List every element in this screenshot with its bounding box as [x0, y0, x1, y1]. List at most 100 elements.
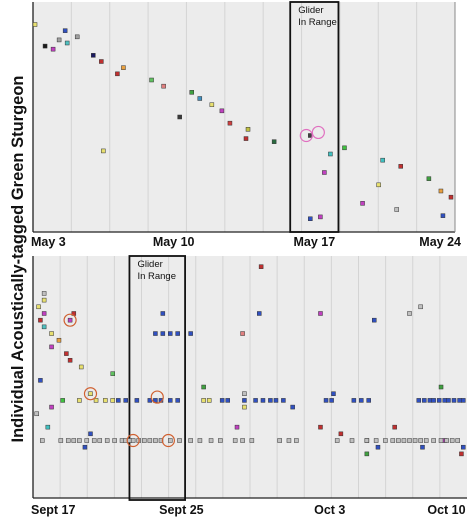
detection-point — [243, 136, 249, 141]
detection-point — [104, 438, 110, 443]
x-tick-label: Sept 25 — [159, 503, 204, 517]
detection-point — [461, 398, 466, 403]
detection-point — [50, 46, 56, 52]
highlight-circle — [161, 433, 175, 448]
detection-point — [322, 170, 327, 175]
detection-point — [41, 297, 47, 303]
detection-point — [93, 398, 99, 403]
detection-point — [41, 324, 47, 330]
detection-point — [418, 438, 423, 443]
detection-point — [188, 331, 193, 336]
detection-point — [201, 398, 206, 403]
detection-point — [110, 398, 116, 403]
detection-point — [440, 213, 446, 218]
detection-point — [64, 40, 70, 46]
detection-point — [201, 384, 206, 390]
detection-point — [177, 114, 182, 120]
detection-point — [67, 317, 73, 323]
detection-point — [457, 398, 462, 403]
detection-point — [56, 37, 62, 43]
detection-point — [240, 438, 245, 443]
detection-point — [88, 431, 93, 437]
detection-point — [338, 431, 344, 437]
x-tick-label: May 24 — [419, 235, 461, 249]
detection-point — [49, 404, 54, 410]
detection-point — [142, 438, 147, 443]
detection-point — [97, 438, 103, 443]
detection-point — [60, 398, 65, 403]
detection-point — [227, 120, 233, 126]
detection-point — [67, 358, 73, 363]
glider-label-line1: Glider — [137, 259, 162, 270]
detection-point — [442, 398, 447, 403]
detection-point — [62, 28, 68, 33]
detection-point — [394, 207, 399, 212]
detection-point — [286, 438, 292, 443]
detection-point — [407, 311, 412, 316]
detection-point — [426, 176, 432, 181]
detection-point — [115, 71, 120, 77]
detection-point — [242, 391, 247, 396]
detection-point — [412, 438, 418, 443]
detection-point — [58, 438, 64, 443]
detection-point — [112, 438, 117, 443]
detection-point — [258, 264, 264, 269]
detection-point — [160, 331, 166, 336]
detection-point — [446, 398, 451, 403]
detection-point — [34, 411, 39, 417]
glider-label-line2: In Range — [137, 271, 176, 282]
detection-point — [56, 337, 62, 343]
detection-point — [459, 451, 464, 457]
detection-point — [82, 444, 88, 450]
detection-point — [416, 398, 422, 403]
detection-point — [318, 424, 323, 430]
detection-point — [455, 438, 460, 443]
x-tick-label: Sept 17 — [31, 503, 76, 517]
detection-point — [364, 438, 370, 443]
detection-point — [77, 398, 82, 403]
detection-point — [119, 438, 125, 443]
detection-point — [444, 438, 449, 443]
detection-point — [40, 438, 45, 443]
detection-point — [372, 317, 377, 323]
detection-point — [36, 304, 41, 310]
detection-point — [167, 331, 173, 336]
glider-label-line2: In Range — [298, 17, 337, 28]
detection-point — [91, 53, 96, 58]
detection-point — [206, 398, 212, 403]
detection-point — [245, 127, 251, 132]
detection-point — [318, 214, 323, 220]
detection-point — [232, 438, 238, 443]
detection-point — [260, 398, 266, 403]
detection-point — [153, 331, 158, 336]
detection-point — [71, 438, 77, 443]
detection-point — [351, 398, 357, 403]
detection-point — [167, 438, 173, 443]
detection-point — [175, 398, 180, 403]
detection-point — [396, 438, 401, 443]
glider-range-box — [289, 1, 340, 233]
detection-point — [364, 451, 370, 457]
detection-point — [448, 194, 454, 200]
detection-point — [189, 90, 195, 95]
detection-point — [449, 438, 455, 443]
detection-point — [323, 398, 329, 403]
detection-point — [160, 311, 166, 316]
highlight-circle — [311, 125, 325, 140]
detection-point — [110, 371, 116, 376]
detection-point — [271, 139, 277, 144]
detection-point — [331, 391, 336, 396]
detection-point — [290, 404, 295, 410]
x-tick-label: May 17 — [293, 235, 335, 249]
detection-point — [78, 364, 84, 370]
detection-point — [101, 148, 106, 154]
detection-point — [383, 438, 388, 443]
detection-point — [277, 438, 282, 443]
detection-point — [38, 378, 43, 383]
detection-point — [153, 438, 158, 443]
detection-point — [49, 331, 54, 336]
detection-point — [334, 438, 340, 443]
detection-point — [88, 391, 93, 396]
detection-point — [328, 151, 333, 157]
